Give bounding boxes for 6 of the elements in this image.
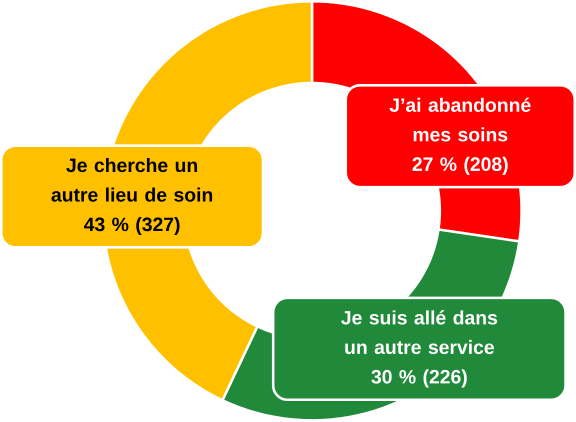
slice-label: Je cherche un autre lieu de soin xyxy=(52,158,212,202)
slice-label: J’ai abandonné mes soins xyxy=(390,98,531,142)
slice-label: Je suis allé dans un autre service xyxy=(341,310,498,354)
data-label: 30 % (226) xyxy=(371,370,467,388)
data-label: 43 % (327) xyxy=(84,217,180,236)
data-label: 27 % (208) xyxy=(412,156,508,175)
